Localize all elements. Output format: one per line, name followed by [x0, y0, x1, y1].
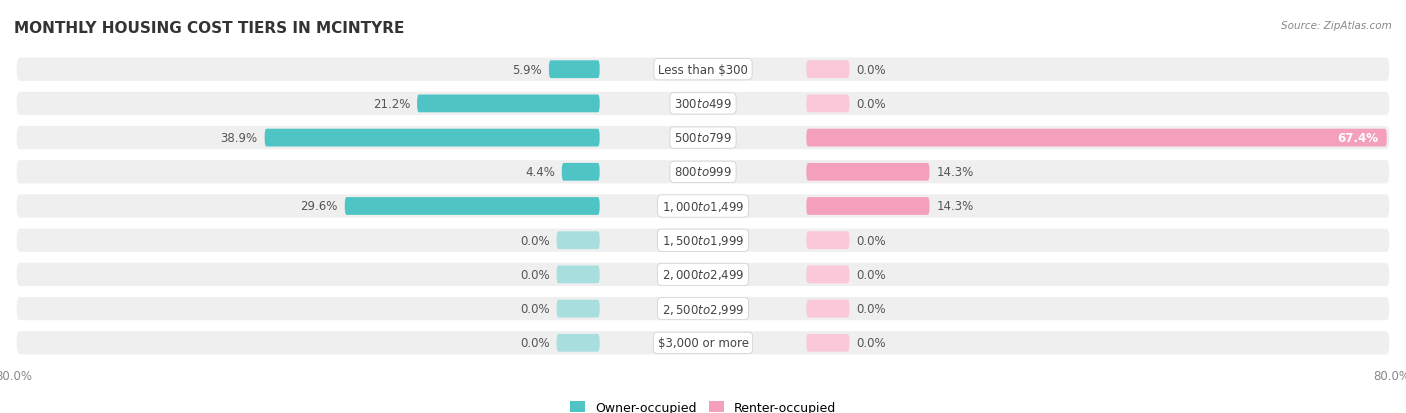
Text: 5.9%: 5.9% [512, 64, 541, 76]
FancyBboxPatch shape [807, 300, 849, 318]
FancyBboxPatch shape [17, 263, 1389, 286]
Text: $3,000 or more: $3,000 or more [658, 337, 748, 349]
FancyBboxPatch shape [807, 266, 849, 284]
Text: 0.0%: 0.0% [856, 64, 886, 76]
FancyBboxPatch shape [807, 129, 1386, 147]
Text: Less than $300: Less than $300 [658, 64, 748, 76]
FancyBboxPatch shape [17, 331, 1389, 355]
Text: $300 to $499: $300 to $499 [673, 97, 733, 111]
Text: 14.3%: 14.3% [936, 166, 973, 179]
FancyBboxPatch shape [344, 198, 599, 215]
FancyBboxPatch shape [17, 93, 1389, 116]
FancyBboxPatch shape [17, 58, 1389, 82]
Text: 0.0%: 0.0% [520, 234, 550, 247]
FancyBboxPatch shape [17, 229, 1389, 252]
FancyBboxPatch shape [17, 127, 1389, 150]
Text: 0.0%: 0.0% [856, 337, 886, 349]
FancyBboxPatch shape [557, 266, 599, 284]
FancyBboxPatch shape [557, 232, 599, 249]
FancyBboxPatch shape [264, 129, 599, 147]
Text: 14.3%: 14.3% [936, 200, 973, 213]
Text: 4.4%: 4.4% [524, 166, 555, 179]
Text: 0.0%: 0.0% [520, 302, 550, 316]
Text: $1,500 to $1,999: $1,500 to $1,999 [662, 234, 744, 248]
Text: $2,500 to $2,999: $2,500 to $2,999 [662, 302, 744, 316]
Text: $800 to $999: $800 to $999 [673, 166, 733, 179]
Legend: Owner-occupied, Renter-occupied: Owner-occupied, Renter-occupied [569, 401, 837, 413]
FancyBboxPatch shape [418, 95, 599, 113]
Text: 0.0%: 0.0% [520, 337, 550, 349]
FancyBboxPatch shape [557, 300, 599, 318]
Text: 67.4%: 67.4% [1337, 132, 1378, 145]
FancyBboxPatch shape [562, 164, 599, 181]
FancyBboxPatch shape [807, 334, 849, 352]
FancyBboxPatch shape [17, 297, 1389, 320]
Text: 0.0%: 0.0% [856, 268, 886, 281]
FancyBboxPatch shape [17, 161, 1389, 184]
Text: 0.0%: 0.0% [856, 302, 886, 316]
Text: 21.2%: 21.2% [373, 97, 411, 111]
Text: 0.0%: 0.0% [856, 97, 886, 111]
FancyBboxPatch shape [807, 198, 929, 215]
FancyBboxPatch shape [557, 334, 599, 352]
Text: 0.0%: 0.0% [520, 268, 550, 281]
Text: $2,000 to $2,499: $2,000 to $2,499 [662, 268, 744, 282]
FancyBboxPatch shape [807, 164, 929, 181]
Text: 0.0%: 0.0% [856, 234, 886, 247]
FancyBboxPatch shape [807, 61, 849, 79]
Text: MONTHLY HOUSING COST TIERS IN MCINTYRE: MONTHLY HOUSING COST TIERS IN MCINTYRE [14, 21, 405, 36]
Text: 29.6%: 29.6% [301, 200, 337, 213]
FancyBboxPatch shape [17, 195, 1389, 218]
FancyBboxPatch shape [807, 232, 849, 249]
Text: $500 to $799: $500 to $799 [673, 132, 733, 145]
Text: 38.9%: 38.9% [221, 132, 257, 145]
FancyBboxPatch shape [807, 95, 849, 113]
Text: Source: ZipAtlas.com: Source: ZipAtlas.com [1281, 21, 1392, 31]
Text: $1,000 to $1,499: $1,000 to $1,499 [662, 199, 744, 214]
FancyBboxPatch shape [548, 61, 599, 79]
